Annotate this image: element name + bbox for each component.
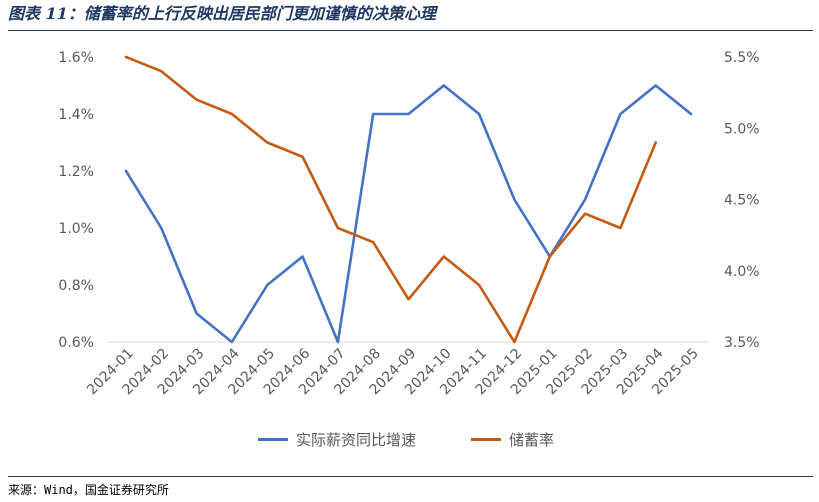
left-axis-tick-label: 0.6% [58, 335, 94, 351]
source-divider [8, 476, 813, 477]
right-axis-tick-label: 5.0% [724, 121, 760, 137]
series-line-savings-rate [124, 55, 658, 344]
legend: 实际薪资同比增速 储蓄率 [0, 428, 819, 450]
legend-label-savings-rate: 储蓄率 [509, 430, 555, 449]
left-axis-tick-label: 1.6% [58, 50, 94, 66]
left-axis-tick-label: 1.2% [58, 164, 94, 180]
left-axis-tick-label: 0.8% [58, 278, 94, 294]
line-chart: 0.6% 0.8% 1.0% 1.2% 1.4% 1.6% 3.5% 4.0% 4.5% 5.0%… [58, 50, 760, 398]
legend-label-wage-growth: 实际薪资同比增速 [296, 430, 417, 449]
left-axis-tick-label: 1.0% [58, 221, 94, 237]
legend-swatch-savings-rate [471, 437, 501, 441]
series-line-wage-growth [124, 84, 693, 344]
legend-item-savings-rate: 储蓄率 [471, 428, 554, 450]
chart-title: 图表 11：储蓄率的上行反映出居民部门更加谨慎的决策心理 [8, 4, 436, 23]
source-note: 来源：Wind，国金证券研究所 [8, 483, 169, 497]
right-axis-tick-label: 4.5% [724, 193, 760, 209]
right-axis-tick-label: 5.5% [724, 50, 760, 66]
title-bar: 图表 11：储蓄率的上行反映出居民部门更加谨慎的决策心理 [8, 3, 813, 31]
legend-item-wage-growth: 实际薪资同比增速 [258, 428, 416, 450]
right-axis-tick-label: 3.5% [724, 335, 760, 351]
left-axis-tick-label: 1.4% [58, 107, 94, 123]
title-divider [8, 30, 813, 31]
right-axis-tick-label: 4.0% [724, 264, 760, 280]
legend-swatch-wage-growth [258, 437, 288, 441]
